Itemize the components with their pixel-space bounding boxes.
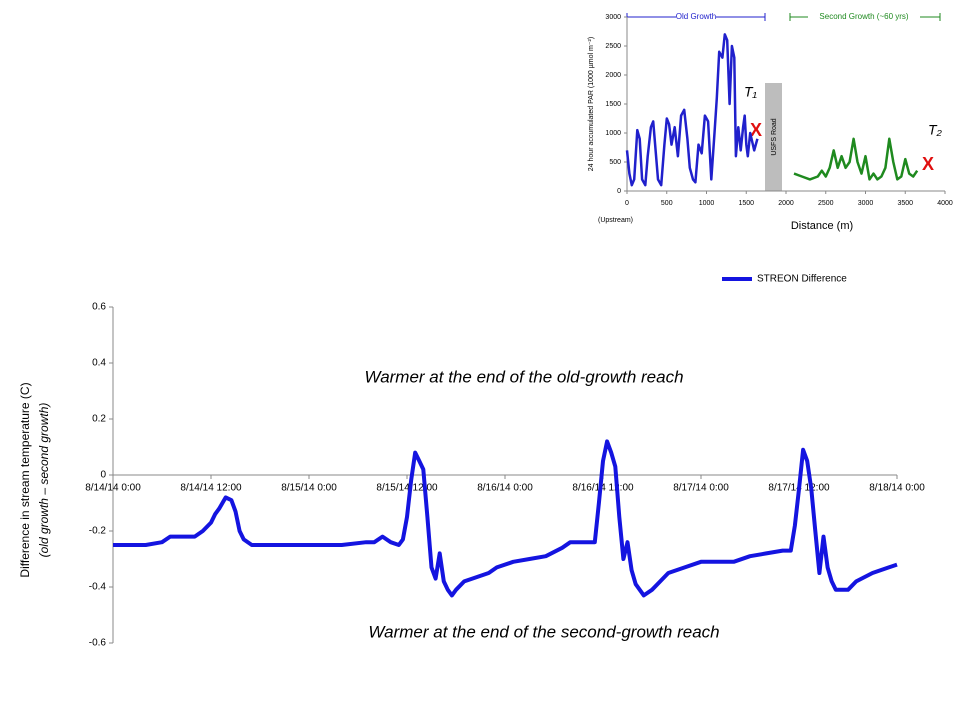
data-line [793, 137, 919, 181]
old-growth-label: Old Growth [676, 12, 716, 21]
y-tick-label: -0.2 [89, 526, 107, 537]
annotation: Warmer at the end of the old-growth reac… [364, 367, 683, 386]
y-tick-label: 0 [617, 188, 621, 195]
y-tick-label: 500 [609, 159, 621, 166]
x-tick-label: 2500 [818, 200, 834, 207]
second-growth-label: Second Growth (~60 yrs) [819, 12, 908, 21]
x-tick-label: 1500 [738, 200, 754, 207]
y-axis-title: Difference in stream temperature (C) [18, 382, 32, 577]
x-tick-label: 3500 [897, 200, 913, 207]
x-axis-title: Distance (m) [791, 220, 853, 232]
annotation: Warmer at the end of the second-growth r… [368, 622, 719, 641]
x-marker: X [922, 154, 934, 174]
y-tick-label: 0.4 [92, 358, 106, 369]
x-tick-label: 3000 [858, 200, 874, 207]
label-bg [808, 12, 920, 22]
x-tick-label: 8/14/14 0:00 [85, 483, 141, 494]
x-tick-label: 8/17/14 0:00 [673, 483, 729, 494]
x-tick-label: 500 [661, 200, 673, 207]
upstream-note: (Upstream) [598, 217, 633, 224]
y-tick-label: 3000 [605, 14, 621, 21]
x-marker: X [750, 120, 762, 140]
data-line [625, 33, 759, 187]
x-tick-label: 0 [625, 200, 629, 207]
x-tick-label: 2000 [778, 200, 794, 207]
t1-marker: T₁ [744, 84, 758, 100]
y-tick-label: 0.2 [92, 414, 106, 425]
legend-label: STREON Difference [757, 274, 847, 285]
y-tick-label: -0.6 [89, 638, 107, 649]
road-band [765, 83, 782, 191]
t2-marker: T₂ [928, 122, 943, 138]
y-tick-label: 1000 [605, 130, 621, 137]
x-tick-label: 8/15/14 12:00 [376, 483, 438, 494]
y-tick-label: 0 [100, 470, 106, 481]
y-axis-subtitle: (old growth – second growth) [37, 403, 51, 558]
y-tick-label: 1500 [605, 101, 621, 108]
x-tick-label: 8/16/14 0:00 [477, 483, 533, 494]
x-tick-label: 8/16/14 12:00 [572, 483, 634, 494]
x-tick-label: 8/18/14 0:00 [869, 483, 925, 494]
road-label: USFS Road [771, 118, 778, 155]
x-tick-label: 4000 [937, 200, 953, 207]
y-axis-title: 24 hour accumulated PAR (1000 µmol m⁻²) [588, 37, 595, 171]
y-tick-label: 0.6 [92, 302, 106, 313]
y-tick-label: 2500 [605, 43, 621, 50]
x-tick-label: 8/15/14 0:00 [281, 483, 337, 494]
x-tick-label: 1000 [699, 200, 715, 207]
y-tick-label: -0.4 [89, 582, 107, 593]
y-tick-label: 2000 [605, 72, 621, 79]
data-line [113, 439, 898, 598]
label-bg [676, 12, 716, 22]
x-tick-label: 8/14/14 12:00 [180, 483, 242, 494]
